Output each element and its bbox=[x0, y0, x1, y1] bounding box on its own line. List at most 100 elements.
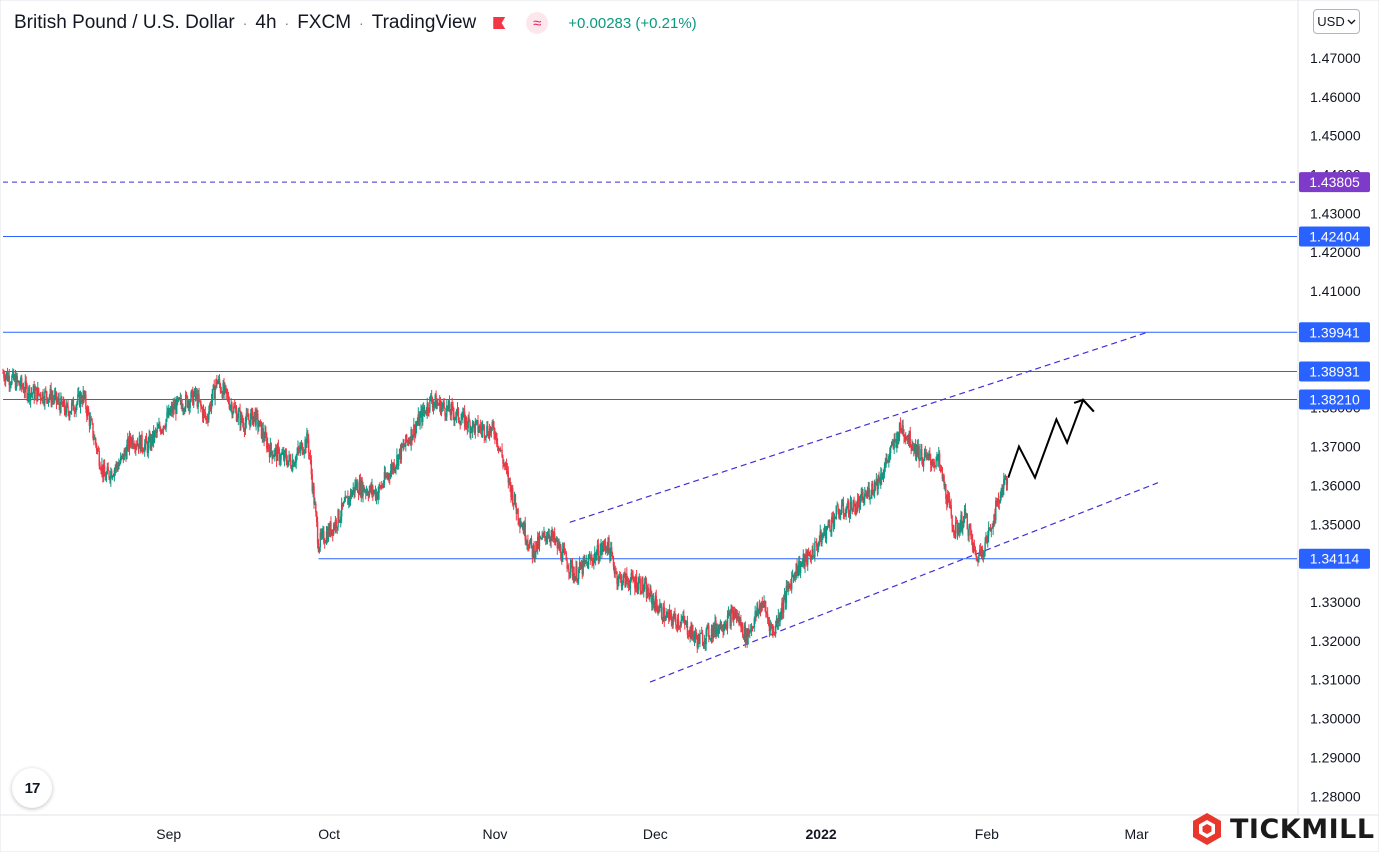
candle bbox=[935, 456, 937, 470]
candle bbox=[182, 403, 184, 416]
candle bbox=[52, 390, 54, 405]
candle bbox=[337, 508, 339, 531]
candle bbox=[765, 600, 767, 618]
candle bbox=[593, 553, 595, 570]
candle bbox=[193, 387, 196, 397]
candle bbox=[231, 401, 233, 419]
candle bbox=[831, 511, 834, 524]
candle bbox=[42, 388, 44, 405]
candle bbox=[696, 635, 698, 654]
candle bbox=[385, 472, 387, 479]
candle bbox=[594, 551, 597, 566]
candle bbox=[537, 532, 540, 549]
candle bbox=[954, 515, 957, 540]
candle bbox=[732, 606, 734, 623]
candle bbox=[443, 397, 445, 409]
candle bbox=[495, 431, 497, 441]
candle bbox=[237, 407, 239, 426]
candle bbox=[333, 522, 336, 531]
candle bbox=[926, 451, 928, 461]
wave-icon[interactable]: ≈ bbox=[526, 12, 549, 34]
candle bbox=[133, 443, 135, 449]
candle bbox=[994, 508, 996, 526]
candle bbox=[839, 508, 841, 520]
candle bbox=[930, 459, 933, 472]
candle bbox=[618, 573, 620, 587]
symbol-name[interactable]: British Pound / U.S. Dollar bbox=[14, 12, 235, 33]
candle bbox=[842, 496, 845, 520]
brand-watermark: TICKMILL bbox=[1190, 812, 1375, 846]
candle bbox=[340, 497, 343, 524]
candle bbox=[707, 622, 709, 629]
candle bbox=[221, 390, 223, 400]
candle bbox=[93, 431, 95, 446]
projection-zigzag[interactable] bbox=[1007, 398, 1095, 481]
candle bbox=[718, 624, 721, 634]
candle bbox=[60, 392, 62, 414]
candle bbox=[917, 438, 919, 460]
candle bbox=[377, 486, 379, 505]
candle bbox=[749, 629, 751, 639]
candle bbox=[833, 513, 836, 530]
candle bbox=[922, 457, 924, 467]
candle bbox=[660, 603, 663, 620]
candle bbox=[201, 406, 204, 423]
candle bbox=[309, 449, 312, 465]
candle bbox=[412, 434, 414, 441]
candle bbox=[324, 539, 327, 544]
candle bbox=[501, 443, 503, 458]
channel-line[interactable] bbox=[649, 482, 1159, 683]
candle bbox=[43, 396, 45, 407]
candle bbox=[704, 638, 706, 651]
candle bbox=[767, 617, 770, 627]
candle bbox=[817, 541, 820, 553]
candle bbox=[568, 562, 570, 580]
candle bbox=[340, 510, 342, 528]
candle bbox=[378, 483, 380, 500]
candle bbox=[451, 397, 453, 411]
candle bbox=[723, 621, 725, 636]
candle bbox=[533, 541, 535, 563]
candle bbox=[834, 516, 837, 520]
candle bbox=[544, 530, 546, 542]
candle bbox=[784, 590, 787, 610]
candle bbox=[504, 461, 507, 471]
flag-icon[interactable] bbox=[492, 17, 506, 29]
candle bbox=[467, 414, 469, 433]
candle bbox=[601, 542, 603, 559]
candle bbox=[913, 442, 915, 457]
candle bbox=[176, 395, 179, 406]
candle bbox=[591, 554, 593, 568]
candle bbox=[978, 553, 980, 563]
candle bbox=[268, 444, 271, 463]
candle bbox=[215, 378, 217, 390]
candle bbox=[764, 600, 766, 612]
candle bbox=[228, 396, 231, 411]
candle bbox=[924, 445, 927, 458]
candle bbox=[47, 398, 50, 407]
candle bbox=[86, 405, 89, 420]
candle bbox=[304, 436, 306, 455]
candle bbox=[419, 411, 421, 430]
candle bbox=[321, 528, 323, 541]
candle bbox=[874, 481, 877, 491]
candle bbox=[669, 609, 672, 620]
candle bbox=[582, 556, 584, 577]
candle bbox=[149, 431, 151, 451]
candle bbox=[653, 600, 656, 612]
candle bbox=[574, 575, 576, 582]
candle bbox=[440, 401, 443, 417]
candle bbox=[657, 606, 659, 616]
currency-selector[interactable]: USD bbox=[1313, 9, 1360, 34]
candle bbox=[16, 372, 18, 387]
channel-line[interactable] bbox=[569, 331, 1148, 523]
candle bbox=[663, 600, 665, 627]
candle bbox=[717, 623, 719, 637]
tradingview-logo-icon[interactable]: 17 bbox=[12, 768, 52, 808]
candle bbox=[558, 538, 560, 551]
candle bbox=[899, 417, 902, 434]
candle bbox=[827, 519, 829, 528]
interval-label[interactable]: 4h bbox=[255, 12, 277, 33]
candle bbox=[938, 446, 940, 468]
